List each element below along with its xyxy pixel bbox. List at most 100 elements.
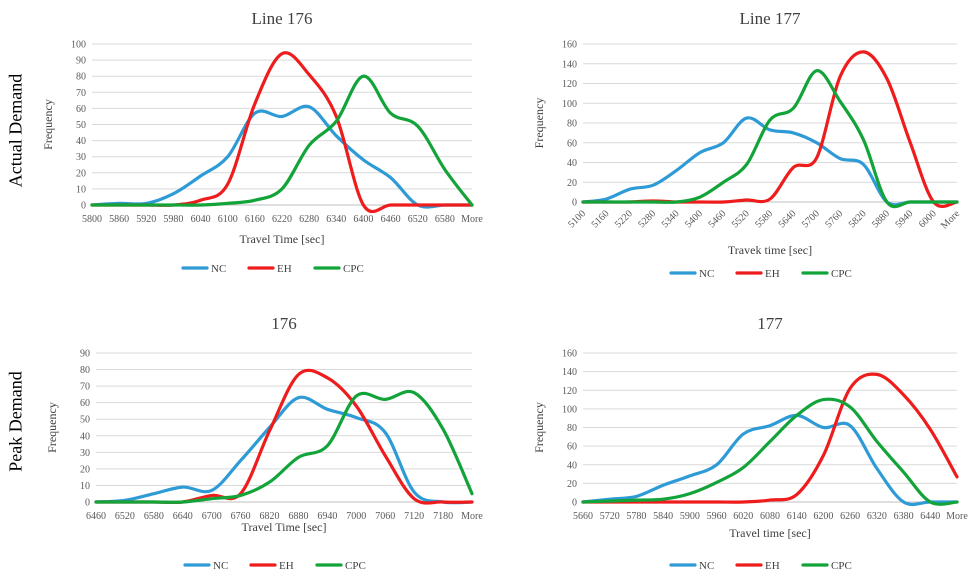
y-tick-label: 40 (80, 431, 90, 442)
y-tick-label: 60 (76, 104, 86, 115)
y-tick-label: 20 (80, 464, 90, 475)
row-label-actual-demand: Actual Demand (5, 73, 26, 188)
x-tick-label: 6880 (288, 511, 308, 522)
y-tick-label: 0 (572, 498, 577, 509)
x-tick-label: 6640 (173, 511, 193, 522)
x-tick-label: 5980 (163, 214, 183, 225)
x-tick-label: 6260 (840, 511, 860, 522)
series-line-nc (94, 395, 474, 505)
x-axis-label: Travel time [sec] (729, 526, 811, 540)
y-axis-label: Frequency (532, 98, 546, 149)
y-tick-label: 70 (80, 382, 90, 393)
x-tick-label: 6820 (260, 511, 280, 522)
y-tick-label: 10 (76, 184, 86, 195)
x-tick-label: 5960 (707, 511, 727, 522)
x-axis-label: Travel Time [sec] (240, 232, 325, 246)
y-tick-label: 120 (562, 79, 577, 90)
x-tick-label: 5660 (573, 511, 593, 522)
y-tick-label: 0 (85, 498, 90, 509)
x-tick-label: 5700 (800, 208, 822, 230)
series-line-nc (581, 116, 959, 207)
x-tick-label: 6320 (867, 511, 887, 522)
chart-title: Line 177 (740, 9, 801, 28)
x-tick-label: 5720 (600, 511, 620, 522)
x-tick-label: 7180 (433, 511, 453, 522)
y-tick-label: 50 (76, 120, 86, 131)
y-tick-label: 10 (80, 481, 90, 492)
legend-label: NC (213, 560, 228, 572)
y-tick-label: 120 (562, 386, 577, 397)
x-tick-label: 6140 (787, 511, 807, 522)
y-tick-label: 20 (567, 479, 577, 490)
x-tick-label: 5860 (109, 214, 129, 225)
series-line-nc (581, 413, 959, 507)
series-line-cpc (581, 69, 959, 209)
y-tick-label: 160 (562, 349, 577, 360)
x-tick-label: 5520 (730, 208, 752, 230)
x-tick-label: 6040 (191, 214, 211, 225)
y-axis-label: Frequency (45, 402, 59, 453)
x-tick-label: 6220 (272, 214, 292, 225)
x-tick-label: 6100 (218, 214, 238, 225)
legend-label: CPC (831, 560, 852, 572)
x-tick-label: 5840 (653, 511, 673, 522)
x-axis-label: Travek time [sec] (728, 243, 812, 257)
x-tick-label: 5640 (777, 208, 799, 230)
y-tick-label: 50 (80, 415, 90, 426)
y-tick-label: 100 (562, 99, 577, 110)
y-tick-label: 90 (76, 56, 86, 67)
x-tick-label: 5920 (136, 214, 156, 225)
x-tick-label: 5800 (82, 214, 102, 225)
legend-label: CPC (345, 560, 366, 572)
x-tick-label: 7000 (346, 511, 366, 522)
series-line-eh (94, 368, 474, 505)
x-tick-label: More (461, 511, 483, 522)
chart-title: 176 (271, 314, 297, 333)
legend-label: EH (765, 268, 780, 280)
y-tick-label: 160 (562, 40, 577, 51)
chart-line-176: Line 176 0 10 20 30 40 50 60 70 80 90 100 5800 5860 59… (41, 9, 483, 275)
legend-label: CPC (343, 263, 364, 275)
chart-title: Line 176 (252, 9, 313, 28)
x-tick-label: 5820 (847, 208, 869, 230)
series-line-cpc (90, 74, 474, 207)
x-tick-label: 6340 (326, 214, 346, 225)
x-tick-label: 5340 (660, 208, 682, 230)
x-tick-label: 5880 (870, 208, 892, 230)
x-tick-label: 5760 (823, 208, 845, 230)
x-tick-label: 6580 (144, 511, 164, 522)
legend-label: NC (699, 560, 714, 572)
x-tick-label: 5400 (683, 208, 705, 230)
x-tick-label: 6080 (760, 511, 780, 522)
series-line-cpc (581, 397, 959, 506)
x-tick-label: 5280 (636, 208, 658, 230)
x-tick-label: 6940 (317, 511, 337, 522)
y-tick-label: 40 (76, 136, 86, 147)
x-tick-label: 6400 (353, 214, 373, 225)
row-label-peak-demand: Peak Demand (5, 371, 26, 472)
legend-label: CPC (831, 268, 852, 280)
x-tick-label: 5460 (706, 208, 728, 230)
chart-line-177: Line 177 0 20 40 60 80 100 120 140 160 5100 5160 522… (532, 9, 963, 280)
y-tick-label: 40 (567, 460, 577, 471)
legend-label: EH (277, 263, 292, 275)
x-tick-label: 6440 (920, 511, 940, 522)
x-tick-label: More (461, 214, 483, 225)
y-tick-label: 80 (567, 119, 577, 130)
x-tick-label: 6020 (733, 511, 753, 522)
y-tick-label: 80 (80, 365, 90, 376)
x-tick-label: 5580 (753, 208, 775, 230)
chart-title: 177 (757, 314, 783, 333)
x-tick-label: 6580 (435, 214, 455, 225)
y-tick-label: 60 (567, 138, 577, 149)
y-tick-label: 20 (76, 168, 86, 179)
y-axis-label: Frequency (532, 402, 546, 453)
x-tick-label: 6760 (231, 511, 251, 522)
x-tick-label: 5100 (566, 208, 588, 230)
y-tick-label: 40 (567, 158, 577, 169)
y-tick-label: 60 (567, 442, 577, 453)
y-tick-label: 80 (76, 72, 86, 83)
y-tick-label: 140 (562, 59, 577, 70)
y-tick-label: 80 (567, 423, 577, 434)
